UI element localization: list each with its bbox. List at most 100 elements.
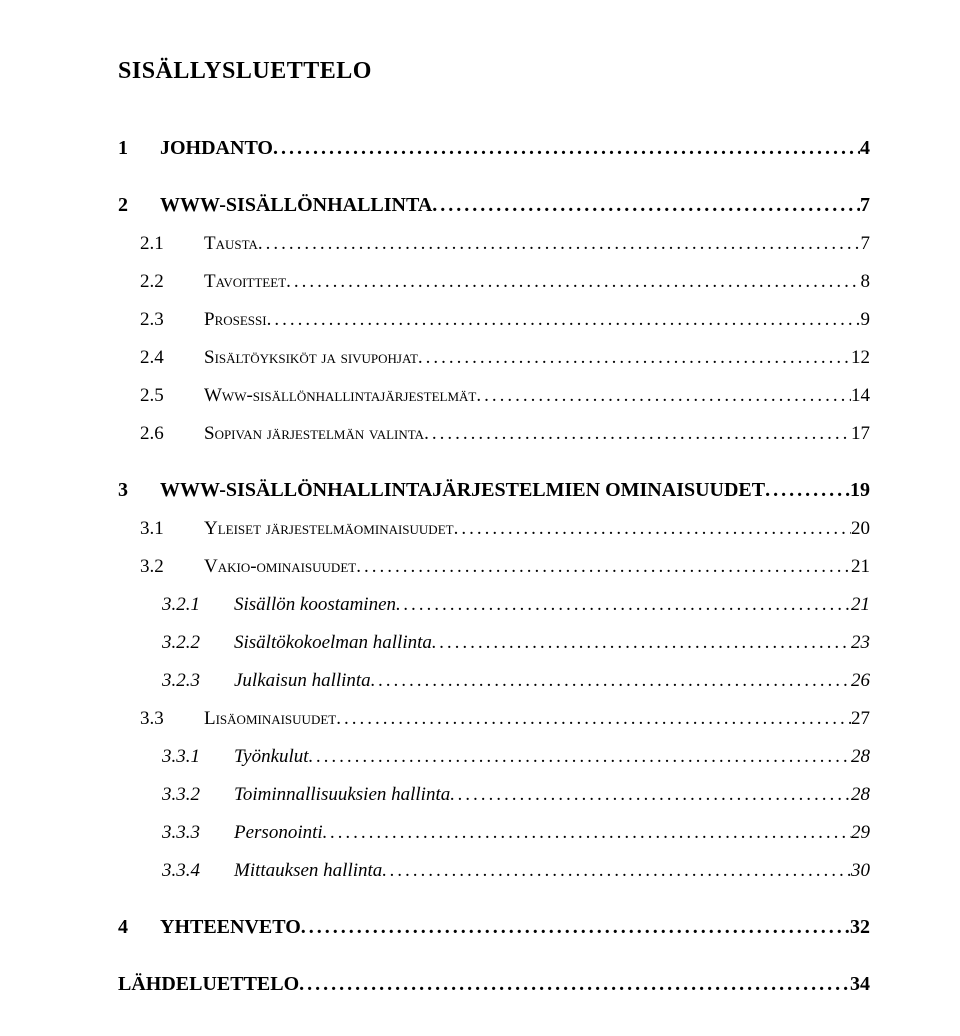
toc-entry-number: 2.5 (140, 385, 204, 407)
document-page: SISÄLLYSLUETTELO 1JOHDANTO 42WWW-SISÄLLÖ… (0, 0, 960, 1036)
toc-entry: 3.3.3Personointi 29 (118, 822, 870, 844)
toc-leader-dots (299, 973, 850, 996)
toc-leader-dots (258, 233, 861, 255)
toc-leader-dots (476, 385, 851, 407)
toc-leader-dots (432, 632, 851, 654)
toc-entry-page: 26 (851, 670, 870, 692)
toc-entry-number: 3.3.1 (162, 746, 234, 768)
toc-entry-number: 3.3.3 (162, 822, 234, 844)
toc-entry: 2.5Www-sisällönhallintajärjestelmät 14 (118, 385, 870, 407)
toc-leader-dots (323, 822, 851, 844)
toc-entry: 3.3.4Mittauksen hallinta 30 (118, 860, 870, 882)
toc-leader-dots (301, 916, 850, 939)
toc-entry: 1JOHDANTO 4 (118, 137, 870, 160)
toc-entry-number: 3 (118, 479, 160, 502)
toc-entry-page: 30 (851, 860, 870, 882)
toc-entry-page: 9 (861, 309, 871, 331)
toc-entry-label: Mittauksen hallinta (234, 860, 382, 882)
toc-entry: 2.2Tavoitteet 8 (118, 271, 870, 293)
toc-leader-dots (336, 708, 851, 730)
toc-entry-number: 1 (118, 137, 160, 160)
toc-entry-label: Työnkulut (234, 746, 309, 768)
toc-leader-dots (432, 194, 860, 217)
toc-entry-label: Tavoitteet (204, 271, 286, 293)
toc-entry-number: 3.2.1 (162, 594, 234, 616)
toc-leader-dots (382, 860, 851, 882)
toc-entry-label: Prosessi (204, 309, 267, 331)
toc-entry: 2WWW-SISÄLLÖNHALLINTA 7 (118, 194, 870, 217)
toc-entry-label: WWW-SISÄLLÖNHALLINTAJÄRJESTELMIEN OMINAI… (160, 479, 765, 502)
toc-entry-page: 29 (851, 822, 870, 844)
toc-leader-dots (267, 309, 861, 331)
toc-entry: 2.1Tausta 7 (118, 233, 870, 255)
toc-entry-page: 21 (851, 594, 870, 616)
toc-entry-number: 3.3.2 (162, 784, 234, 806)
toc-leader-dots (356, 556, 851, 578)
toc-entry-number: 3.3 (140, 708, 204, 730)
toc-entry-page: 21 (851, 556, 870, 578)
toc-entry-page: 32 (850, 916, 870, 939)
toc-entry-label: Personointi (234, 822, 323, 844)
toc-entry-label: Tausta (204, 233, 258, 255)
toc-entry-label: Lisäominaisuudet (204, 708, 336, 730)
toc-entry: 4YHTEENVETO 32 (118, 916, 870, 939)
toc-entry-page: 28 (851, 746, 870, 768)
toc-entry: 2.3Prosessi 9 (118, 309, 870, 331)
toc-entry-page: 17 (851, 423, 870, 445)
toc-leader-dots (450, 784, 851, 806)
toc-entry: 3.2Vakio-ominaisuudet 21 (118, 556, 870, 578)
toc-entry-page: 34 (850, 973, 870, 996)
toc-entry-number: 2.3 (140, 309, 204, 331)
toc-entry-page: 19 (850, 479, 870, 502)
toc-entry-page: 7 (861, 233, 871, 255)
toc-entry-number: 4 (118, 916, 160, 939)
toc-entry-page: 20 (851, 518, 870, 540)
toc-entry-number: 2.1 (140, 233, 204, 255)
toc-entry: 3.3.2Toiminnallisuuksien hallinta 28 (118, 784, 870, 806)
toc-entry: 2.6Sopivan järjestelmän valinta 17 (118, 423, 870, 445)
toc-entry-page: 28 (851, 784, 870, 806)
toc-entry-number: 3.1 (140, 518, 204, 540)
toc-title: SISÄLLYSLUETTELO (118, 58, 870, 85)
toc-entry-page: 7 (860, 194, 870, 217)
toc-entry-label: LÄHDELUETTELO (118, 973, 299, 996)
toc-entry-number: 2.4 (140, 347, 204, 369)
toc-entry: 3.2.3Julkaisun hallinta 26 (118, 670, 870, 692)
toc-leader-dots (273, 137, 860, 160)
toc-entry-label: Sisällön koostaminen (234, 594, 396, 616)
toc-entry-page: 4 (860, 137, 870, 160)
toc-leader-dots (418, 347, 851, 369)
toc-entry-page: 23 (851, 632, 870, 654)
toc-entry-page: 8 (861, 271, 871, 293)
toc-entry-label: Sisältökokoelman hallinta (234, 632, 432, 654)
toc-entry-page: 12 (851, 347, 870, 369)
toc-entry-label: YHTEENVETO (160, 916, 301, 939)
toc-entry-page: 14 (851, 385, 870, 407)
toc-entry-label: Sopivan järjestelmän valinta (204, 423, 424, 445)
toc-entry: 2.4Sisältöyksiköt ja sivupohjat 12 (118, 347, 870, 369)
toc-leader-dots (286, 271, 860, 293)
toc-container: 1JOHDANTO 4 2WWW-SISÄLLÖNHALLINTA 7 2.1Tau… (118, 137, 870, 996)
toc-entry-label: Yleiset järjestelmäominaisuudet (204, 518, 454, 540)
toc-entry: 3.3.1Työnkulut 28 (118, 746, 870, 768)
toc-entry: 3WWW-SISÄLLÖNHALLINTAJÄRJESTELMIEN OMINA… (118, 479, 870, 502)
toc-entry-number: 2 (118, 194, 160, 217)
toc-entry-label: JOHDANTO (160, 137, 273, 160)
toc-leader-dots (371, 670, 851, 692)
toc-leader-dots (424, 423, 851, 445)
toc-entry: 3.3Lisäominaisuudet 27 (118, 708, 870, 730)
toc-entry: 3.2.2Sisältökokoelman hallinta 23 (118, 632, 870, 654)
toc-leader-dots (454, 518, 851, 540)
toc-leader-dots (396, 594, 851, 616)
toc-entry: LÄHDELUETTELO 34 (118, 973, 870, 996)
toc-entry-number: 3.2.2 (162, 632, 234, 654)
toc-entry-label: Julkaisun hallinta (234, 670, 371, 692)
toc-entry: 3.1Yleiset järjestelmäominaisuudet 20 (118, 518, 870, 540)
toc-leader-dots (309, 746, 851, 768)
toc-entry-label: Vakio-ominaisuudet (204, 556, 356, 578)
toc-leader-dots (765, 479, 850, 502)
toc-entry-number: 2.6 (140, 423, 204, 445)
toc-entry-number: 2.2 (140, 271, 204, 293)
toc-entry-label: Www-sisällönhallintajärjestelmät (204, 385, 476, 407)
toc-entry-number: 3.2.3 (162, 670, 234, 692)
